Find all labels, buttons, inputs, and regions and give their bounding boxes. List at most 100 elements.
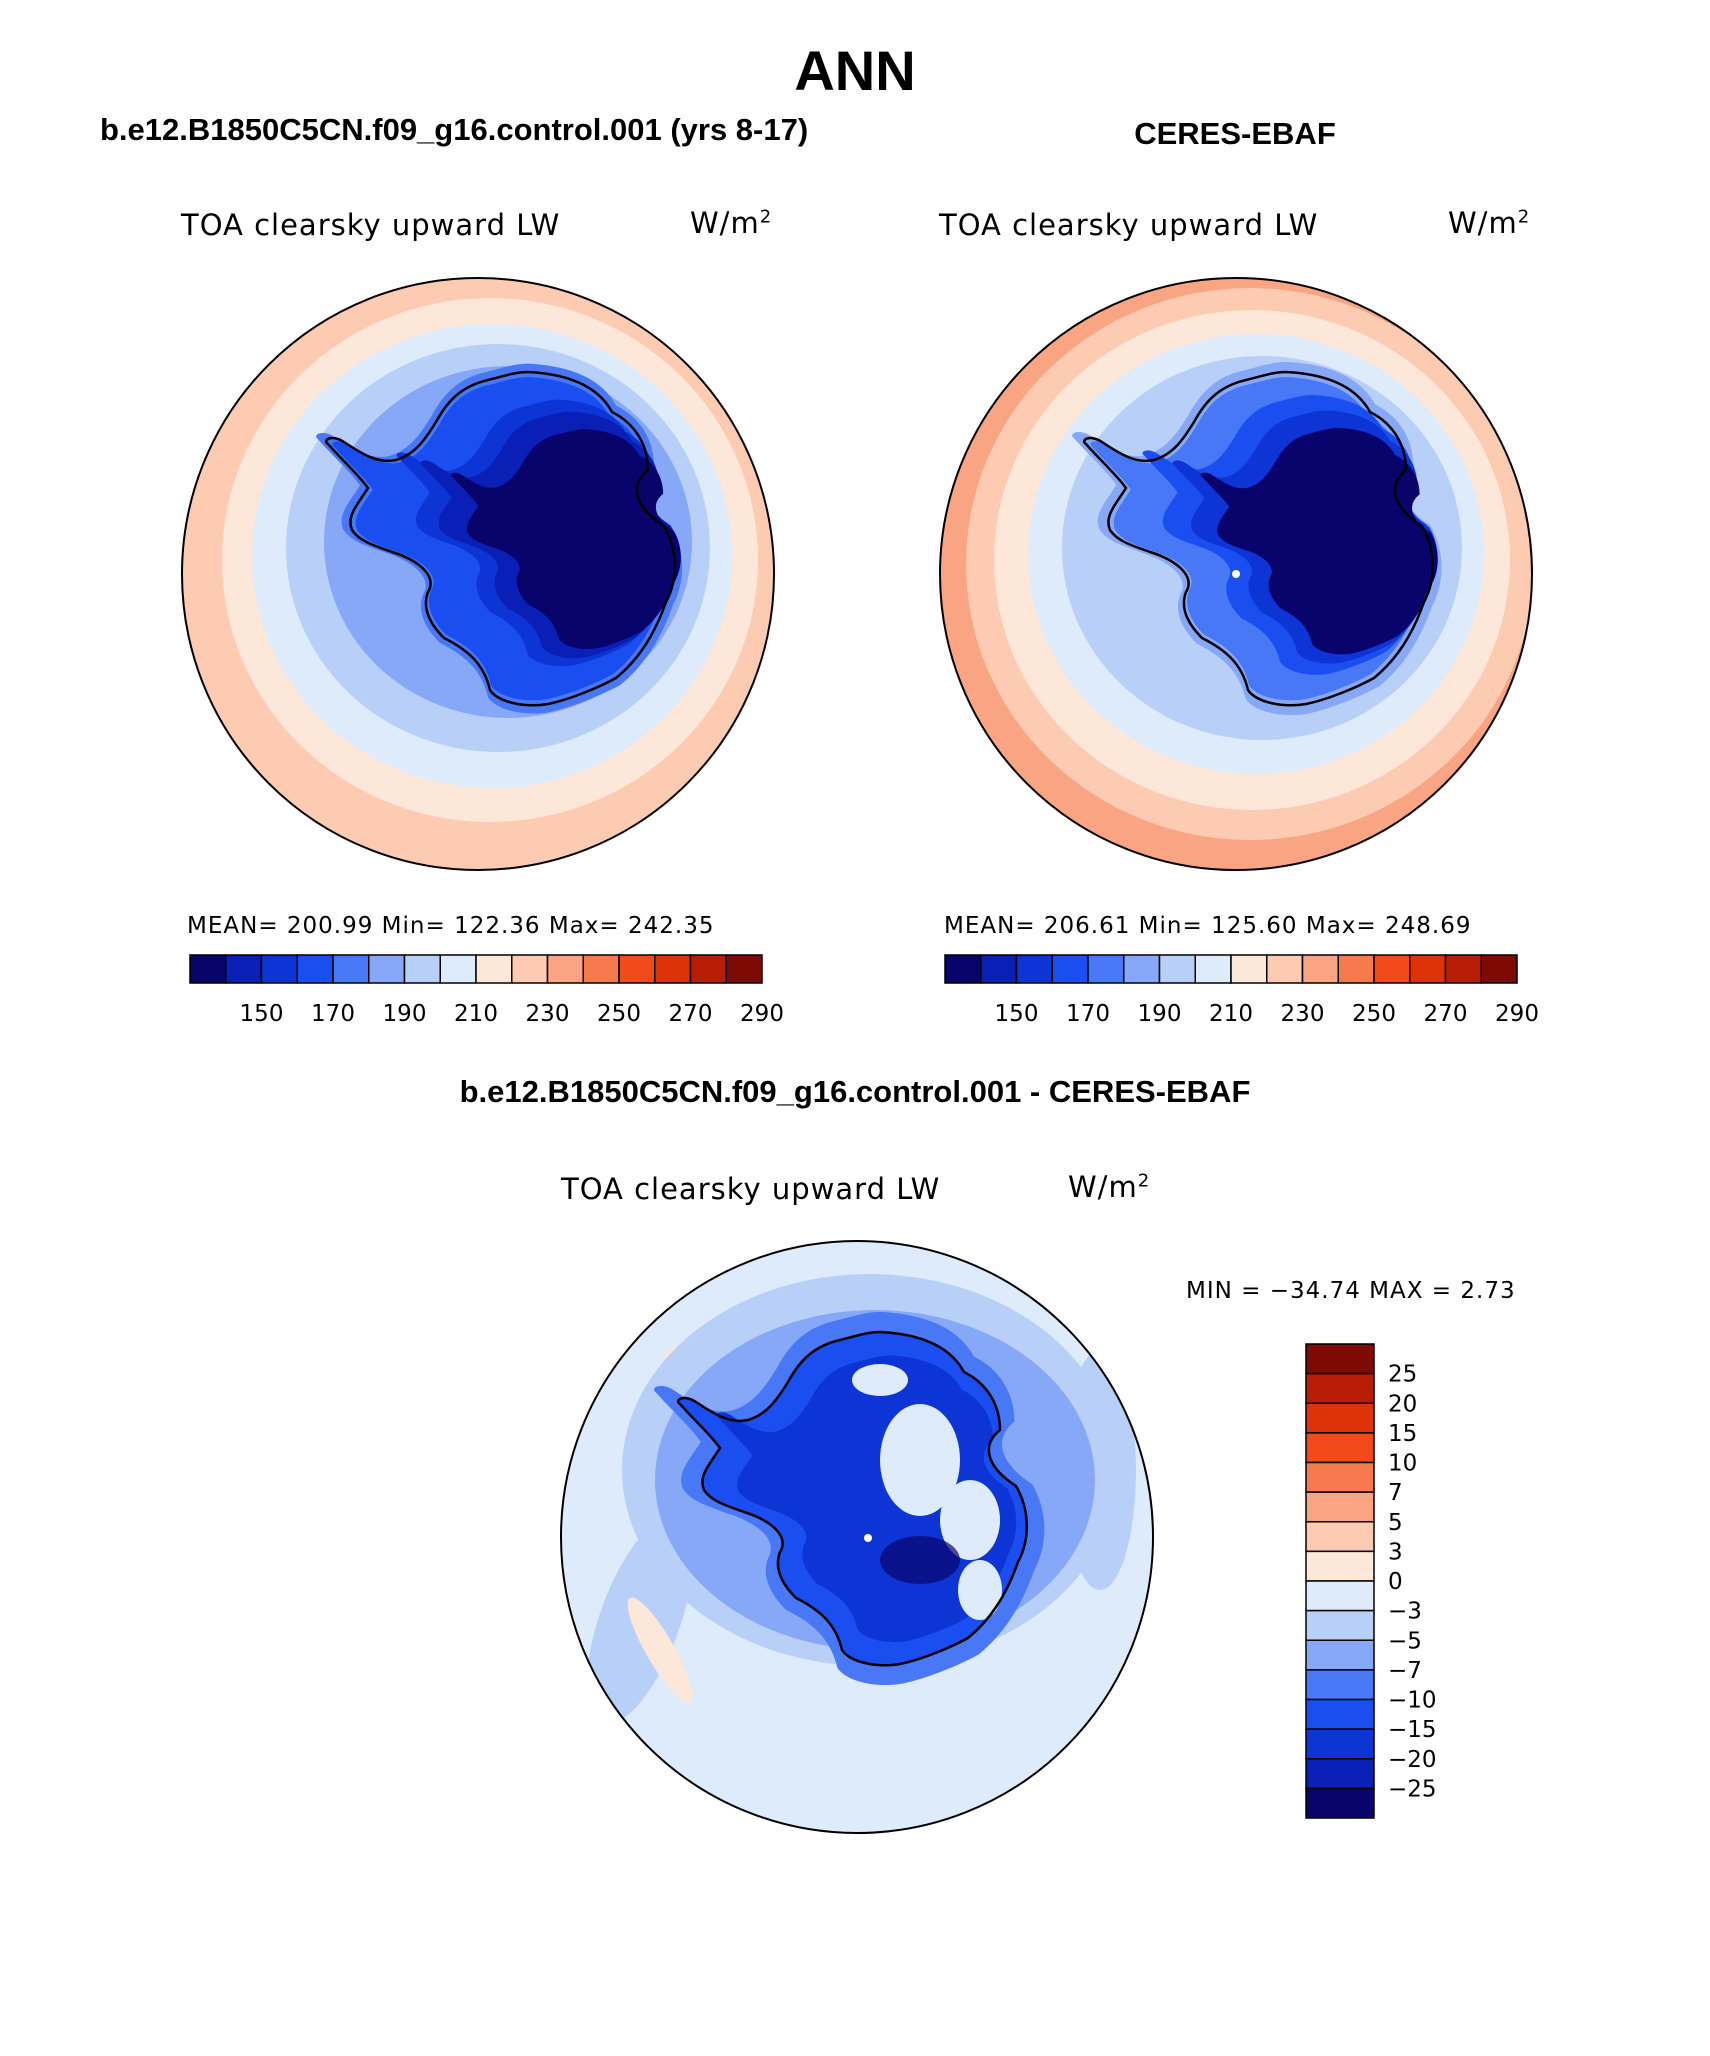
obs-colorbar-tick-label: 230 (1281, 1001, 1325, 1027)
obs-units-label: W/m2 (1448, 206, 1531, 240)
obs-colorbar-swatch (1194, 954, 1232, 984)
diff-colorbar-swatch (1305, 1669, 1375, 1701)
diff-colorbar-tick-label: 7 (1388, 1480, 1403, 1506)
model-colorbar-tick-label: 190 (383, 1001, 427, 1027)
diff-minmax: MIN = −34.74 MAX = 2.73 (1186, 1278, 1516, 1304)
obs-colorbar-swatch (1409, 954, 1447, 984)
diff-colorbar-tick-label: −7 (1388, 1658, 1422, 1684)
obs-colorbar-swatch (1266, 954, 1304, 984)
diff-polar-map (561, 1241, 1153, 1833)
obs-map-border (939, 277, 1533, 871)
model-colorbar: 150 170 190 210 230 250 270 290 (189, 954, 784, 1027)
diff-colorbar-swatch (1305, 1491, 1375, 1523)
diff-colorbar-tick-label: 5 (1388, 1510, 1403, 1536)
model-stats: MEAN= 200.99 Min= 122.36 Max= 242.35 (187, 913, 715, 939)
model-colorbar-swatch (725, 954, 763, 984)
diff-map-border (560, 1240, 1154, 1834)
obs-colorbar-swatch (1051, 954, 1089, 984)
obs-colorbar-swatch (944, 954, 982, 984)
diff-colorbar-swatch (1305, 1372, 1375, 1404)
model-panel-header: b.e12.B1850C5CN.f09_g16.control.001 (yrs… (100, 112, 809, 147)
diff-colorbar-swatch (1305, 1758, 1375, 1790)
diff-colorbar-swatch (1305, 1580, 1375, 1612)
obs-colorbar-swatch (1230, 954, 1268, 984)
diff-colorbar-swatch (1305, 1639, 1375, 1671)
model-colorbar-tick-label: 290 (740, 1001, 784, 1027)
diff-units-label: W/m2 (1068, 1170, 1151, 1204)
model-colorbar-tick-label: 170 (311, 1001, 355, 1027)
diff-colorbar-swatch (1305, 1402, 1375, 1434)
diff-colorbar-tick-label: −20 (1388, 1747, 1437, 1773)
model-colorbar-swatch (618, 954, 656, 984)
obs-polar-map (940, 278, 1532, 870)
obs-colorbar-swatch (980, 954, 1018, 984)
obs-colorbar-tick-label: 170 (1066, 1001, 1110, 1027)
diff-colorbar-tick-label: −5 (1388, 1628, 1422, 1654)
model-colorbar-tick-label: 210 (454, 1001, 498, 1027)
model-colorbar-swatch (582, 954, 620, 984)
diff-colorbar-tick-label: 25 (1388, 1362, 1417, 1388)
obs-colorbar-tick-label: 190 (1138, 1001, 1182, 1027)
obs-colorbar-tick-label: 210 (1209, 1001, 1253, 1027)
model-variable-label: TOA clearsky upward LW (181, 208, 561, 242)
obs-colorbar-swatch (1158, 954, 1196, 984)
obs-colorbar-swatch (1337, 954, 1375, 984)
diff-variable-label: TOA clearsky upward LW (561, 1172, 941, 1206)
model-colorbar-swatch (260, 954, 298, 984)
obs-variable-label: TOA clearsky upward LW (939, 208, 1319, 242)
obs-colorbar: 150 170 190 210 230 250 270 290 (944, 954, 1539, 1027)
model-colorbar-swatch (689, 954, 727, 984)
model-colorbar-swatch (546, 954, 584, 984)
obs-colorbar-tick-label: 270 (1424, 1001, 1468, 1027)
diff-colorbar-swatch (1305, 1698, 1375, 1730)
model-colorbar-swatch (439, 954, 477, 984)
obs-colorbar-swatch (1015, 954, 1053, 984)
diff-colorbar-swatch (1305, 1550, 1375, 1582)
model-colorbar-swatch (511, 954, 549, 984)
diff-panel-header: b.e12.B1850C5CN.f09_g16.control.001 - CE… (459, 1074, 1251, 1109)
model-colorbar-tick-label: 250 (597, 1001, 641, 1027)
obs-colorbar-swatch (1301, 954, 1339, 984)
diff-colorbar-swatch (1305, 1461, 1375, 1493)
obs-colorbar-swatch (1373, 954, 1411, 984)
model-colorbar-tick-label: 150 (240, 1001, 284, 1027)
diff-colorbar-tick-label: 0 (1388, 1569, 1403, 1595)
diff-colorbar-swatch (1305, 1728, 1375, 1760)
obs-colorbar-tick-label: 290 (1495, 1001, 1539, 1027)
model-colorbar-swatch (296, 954, 334, 984)
obs-colorbar-swatch (1123, 954, 1161, 984)
diff-colorbar-swatch (1305, 1432, 1375, 1464)
diff-colorbar-swatch (1305, 1609, 1375, 1641)
model-colorbar-swatch (368, 954, 406, 984)
model-map-border (181, 277, 775, 871)
model-colorbar-swatch (403, 954, 441, 984)
model-units-label: W/m2 (690, 206, 773, 240)
diff-colorbar-swatch (1305, 1343, 1375, 1375)
obs-panel-header: CERES-EBAF (1134, 116, 1336, 151)
model-colorbar-swatch (475, 954, 513, 984)
model-colorbar-swatch (654, 954, 692, 984)
diff-colorbar-tick-label: −15 (1388, 1717, 1437, 1743)
diff-colorbar-tick-label: −10 (1388, 1688, 1437, 1714)
model-polar-map (182, 278, 774, 870)
diff-colorbar-tick-label: 3 (1388, 1539, 1403, 1565)
obs-colorbar-swatch (1444, 954, 1482, 984)
model-colorbar-tick-label: 230 (526, 1001, 570, 1027)
obs-colorbar-swatch (1087, 954, 1125, 984)
diff-colorbar-tick-label: −3 (1388, 1599, 1422, 1625)
diff-colorbar-swatch (1305, 1787, 1375, 1819)
model-colorbar-swatch (332, 954, 370, 984)
obs-colorbar-tick-label: 250 (1352, 1001, 1396, 1027)
diff-colorbar-tick-label: 20 (1388, 1391, 1417, 1417)
diff-colorbar: 25 20 15 10 7 5 3 0 −3 −5 −7 −10 −15 −20 −25 (1305, 1343, 1437, 1819)
model-colorbar-tick-label: 270 (669, 1001, 713, 1027)
figure-title: ANN (794, 39, 916, 102)
obs-stats: MEAN= 206.61 Min= 125.60 Max= 248.69 (944, 913, 1472, 939)
obs-colorbar-tick-label: 150 (995, 1001, 1039, 1027)
diff-colorbar-tick-label: 15 (1388, 1421, 1417, 1447)
diff-colorbar-tick-label: −25 (1388, 1776, 1437, 1802)
model-colorbar-swatch (225, 954, 263, 984)
diff-colorbar-tick-label: 10 (1388, 1451, 1417, 1477)
diff-colorbar-swatch (1305, 1521, 1375, 1553)
